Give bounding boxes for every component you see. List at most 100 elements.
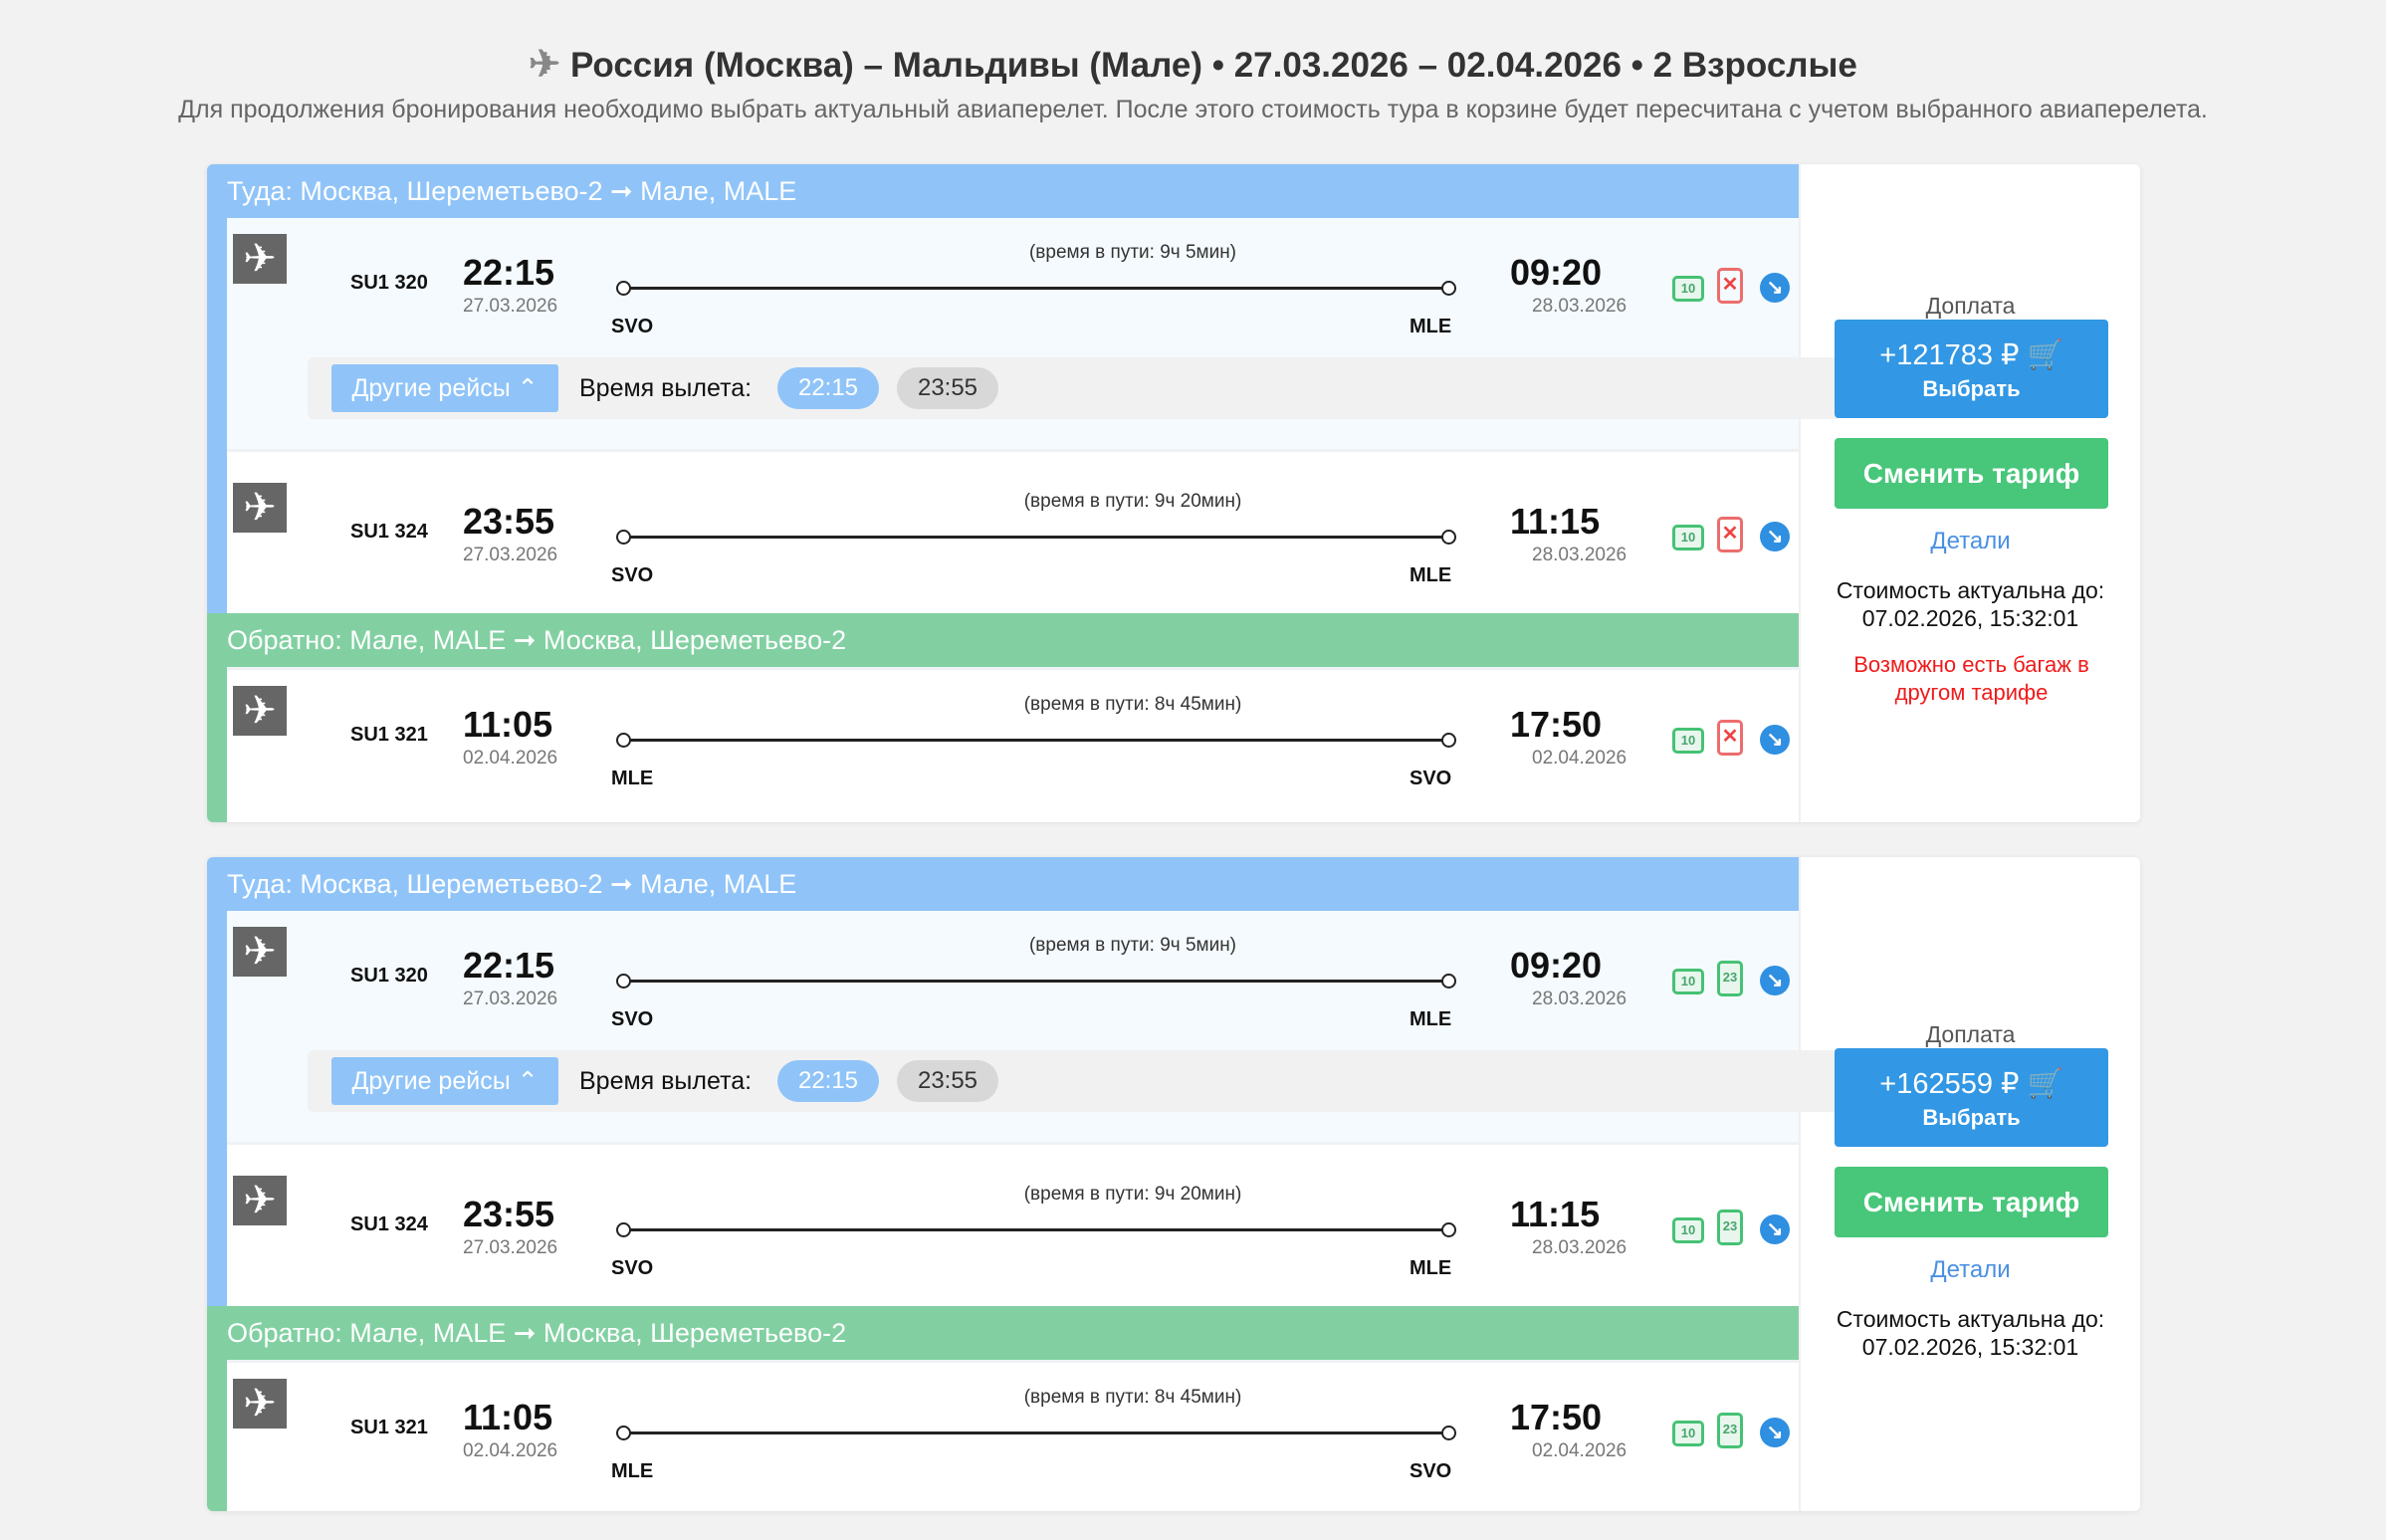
direct-flight-icon[interactable]: ↘ <box>1760 1214 1790 1244</box>
price-panel: Доплата +162559 ₽ 🛒 Выбрать Сменить тариф… <box>1799 857 2140 1511</box>
price: +162559 ₽ 🛒 <box>1879 1068 2063 1100</box>
select-button[interactable]: +121783 ₽ 🛒 Выбрать <box>1835 320 2108 418</box>
details-link[interactable]: Детали <box>1930 1256 2011 1283</box>
flight-number: SU1 320 <box>350 965 428 987</box>
baggage-warning: Возможно есть багаж в другом тарифе <box>1853 652 2089 705</box>
flight-number: SU1 324 <box>350 521 428 543</box>
flight-row[interactable]: ✈ SU1 321 11:05 02.04.2026 (время в пути… <box>227 667 1799 822</box>
departure-time-label: Время вылета: <box>579 1067 753 1095</box>
origin-code: SVO <box>611 564 654 586</box>
hand-baggage-icon[interactable]: 10 <box>1672 1217 1704 1243</box>
flight-number: SU1 320 <box>350 272 428 294</box>
other-flights-button[interactable]: Другие рейсы ⌃ <box>331 1057 558 1105</box>
arrival-date: 28.03.2026 <box>1532 1237 1627 1258</box>
departure-time: 22:15 <box>463 945 555 986</box>
flight-row[interactable]: ✈ SU1 324 23:55 27.03.2026 (время в пути… <box>227 1142 1799 1306</box>
checked-baggage-icon[interactable]: ✕ <box>1717 517 1743 552</box>
hand-baggage-icon[interactable]: 10 <box>1672 1421 1704 1446</box>
hand-baggage-icon[interactable]: 10 <box>1672 728 1704 754</box>
surcharge-label: Доплата <box>1925 293 2016 319</box>
arrival-time: 11:15 <box>1510 1194 1601 1234</box>
checked-baggage-icon[interactable]: ✕ <box>1717 268 1743 304</box>
departure-option-selected[interactable]: 22:15 <box>777 367 879 409</box>
flight-duration: (время в пути: 8ч 45мин) <box>1023 694 1242 715</box>
direct-flight-icon[interactable]: ↘ <box>1760 273 1790 303</box>
route-title: Россия (Москва) – Мальдивы (Мале) • 27.0… <box>569 46 1857 85</box>
other-flights-button[interactable]: Другие рейсы ⌃ <box>331 364 558 412</box>
flight-duration: (время в пути: 9ч 5мин) <box>1028 935 1237 956</box>
page-subtitle: Для продолжения бронирования необходимо … <box>178 96 2208 123</box>
other-flights-bar: Другие рейсы ⌃ Время вылета: 22:15 23:55 <box>308 357 1841 419</box>
airline-logo-icon: ✈ <box>233 234 287 284</box>
price-valid-label: Стоимость актуальна до: <box>1836 1306 2105 1332</box>
hand-baggage-icon[interactable]: 10 <box>1672 276 1704 302</box>
flight-number: SU1 321 <box>350 1417 428 1438</box>
hand-baggage-icon[interactable]: 10 <box>1672 525 1704 550</box>
surcharge-label: Доплата <box>1925 1021 2016 1047</box>
departure-option-selected[interactable]: 22:15 <box>777 1060 879 1102</box>
arrival-time: 09:20 <box>1510 945 1603 986</box>
destination-code: SVO <box>1410 768 1452 789</box>
return-segment: ✈ SU1 321 11:05 02.04.2026 (время в пути… <box>207 1360 1799 1511</box>
flight-row[interactable]: ✈ SU1 324 23:55 27.03.2026 (время в пути… <box>227 449 1799 613</box>
flight-offer-card: Туда: Москва, Шереметьево-2 ➞ Мале, MALE… <box>207 164 2140 822</box>
airline-logo-icon: ✈ <box>233 1379 287 1429</box>
flight-number: SU1 321 <box>350 724 428 746</box>
departure-time: 23:55 <box>463 501 555 542</box>
checked-baggage-icon[interactable]: 23 <box>1717 1210 1743 1245</box>
departure-date: 27.03.2026 <box>463 296 558 317</box>
direct-flight-icon[interactable]: ↘ <box>1760 522 1790 551</box>
route-line <box>616 281 1456 296</box>
arrival-time: 17:50 <box>1510 704 1603 745</box>
direct-flight-icon[interactable]: ↘ <box>1760 725 1790 755</box>
price-valid-until: 07.02.2026, 15:32:01 <box>1861 1334 2079 1360</box>
destination-code: MLE <box>1410 1257 1452 1279</box>
outbound-segment: ✈ SU1 320 22:15 27.03.2026 (время в пути… <box>207 218 1841 613</box>
arrival-date: 28.03.2026 <box>1532 989 1627 1009</box>
checked-baggage-icon[interactable]: 23 <box>1717 1413 1743 1448</box>
origin-code: MLE <box>611 768 654 789</box>
return-header: Обратно: Мале, MALE ➞ Москва, Шереметьев… <box>207 1306 1799 1360</box>
departure-time: 22:15 <box>463 252 555 293</box>
outbound-segment: ✈ SU1 320 22:15 27.03.2026 (время в пути… <box>207 911 1841 1306</box>
departure-time: 11:05 <box>463 704 553 745</box>
checked-baggage-icon[interactable]: ✕ <box>1717 720 1743 756</box>
departure-option[interactable]: 23:55 <box>897 1060 998 1102</box>
flight-row[interactable]: ✈ SU1 321 11:05 02.04.2026 (время в пути… <box>227 1360 1799 1511</box>
flight-duration: (время в пути: 9ч 20мин) <box>1023 491 1242 512</box>
origin-code: SVO <box>611 1008 654 1030</box>
return-header: Обратно: Мале, MALE ➞ Москва, Шереметьев… <box>207 613 1799 667</box>
outbound-header: Туда: Москва, Шереметьево-2 ➞ Мале, MALE <box>207 164 1799 218</box>
select-label: Выбрать <box>1922 376 2021 401</box>
route-line <box>616 733 1456 748</box>
departure-date: 27.03.2026 <box>463 989 558 1009</box>
airline-logo-icon: ✈ <box>233 1176 287 1225</box>
direct-flight-icon[interactable]: ↘ <box>1760 1418 1790 1447</box>
flight-row[interactable]: ✈ SU1 320 22:15 27.03.2026 (время в пути… <box>227 218 1841 449</box>
destination-code: SVO <box>1410 1460 1452 1482</box>
price-valid-until: 07.02.2026, 15:32:01 <box>1861 605 2079 631</box>
arrival-time: 11:15 <box>1510 501 1601 542</box>
hand-baggage-icon[interactable]: 10 <box>1672 969 1704 994</box>
departure-date: 27.03.2026 <box>463 545 558 565</box>
price-valid-label: Стоимость актуальна до: <box>1836 577 2105 603</box>
checked-baggage-icon[interactable]: 23 <box>1717 961 1743 996</box>
departure-option[interactable]: 23:55 <box>897 367 998 409</box>
flight-row[interactable]: ✈ SU1 320 22:15 27.03.2026 (время в пути… <box>227 911 1841 1142</box>
route-line <box>616 974 1456 989</box>
departure-date: 27.03.2026 <box>463 1237 558 1258</box>
flight-duration: (время в пути: 9ч 20мин) <box>1023 1184 1242 1205</box>
change-tariff-button[interactable]: Сменить тариф <box>1835 1167 2108 1237</box>
departure-time: 11:05 <box>463 1397 553 1437</box>
departure-date: 02.04.2026 <box>463 748 558 769</box>
destination-code: MLE <box>1410 564 1452 586</box>
direct-flight-icon[interactable]: ↘ <box>1760 966 1790 995</box>
details-link[interactable]: Детали <box>1930 528 2011 554</box>
outbound-header: Туда: Москва, Шереметьево-2 ➞ Мале, MALE <box>207 857 1799 911</box>
arrival-time: 17:50 <box>1510 1397 1603 1437</box>
arrival-date: 28.03.2026 <box>1532 545 1627 565</box>
departure-time-label: Время вылета: <box>579 374 753 402</box>
price: +121783 ₽ 🛒 <box>1879 339 2063 371</box>
change-tariff-button[interactable]: Сменить тариф <box>1835 438 2108 509</box>
select-button[interactable]: +162559 ₽ 🛒 Выбрать <box>1835 1048 2108 1147</box>
